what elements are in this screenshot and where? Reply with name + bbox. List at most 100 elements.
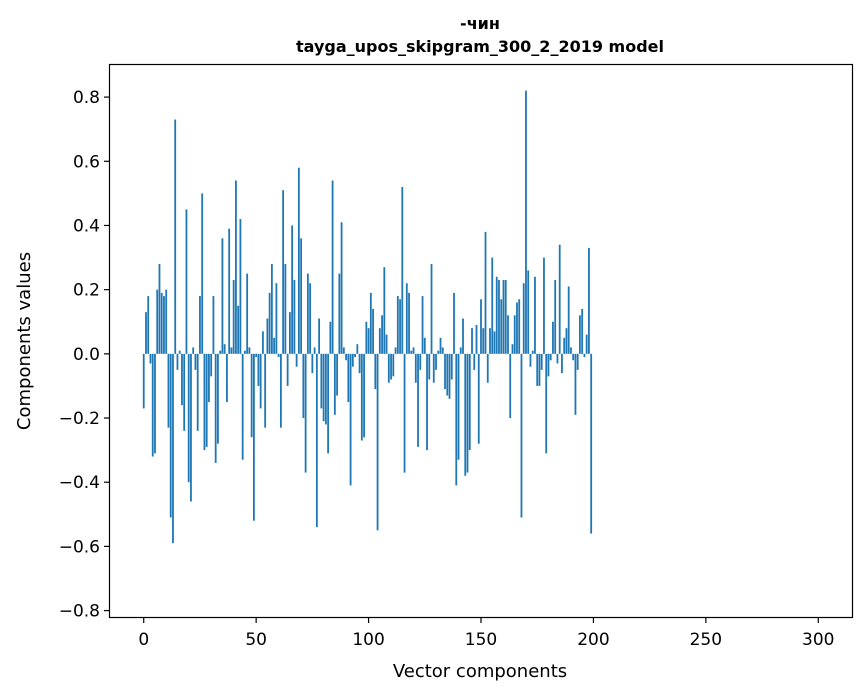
bar bbox=[410, 350, 413, 354]
bar bbox=[160, 292, 163, 354]
bar bbox=[309, 283, 312, 354]
bar bbox=[430, 263, 433, 354]
bar bbox=[183, 353, 186, 431]
bar bbox=[387, 353, 390, 383]
bar bbox=[504, 280, 507, 354]
bar bbox=[214, 353, 217, 463]
y-tick-label: −0.8 bbox=[59, 602, 100, 622]
bar bbox=[502, 280, 505, 354]
bar bbox=[572, 353, 575, 361]
bar bbox=[459, 347, 462, 354]
bar bbox=[507, 315, 509, 354]
bar bbox=[385, 334, 388, 354]
x-tick-label: 50 bbox=[245, 630, 267, 650]
bar bbox=[331, 180, 334, 354]
bar bbox=[273, 337, 276, 354]
bar bbox=[509, 353, 512, 419]
bar bbox=[369, 292, 372, 354]
bar bbox=[257, 353, 260, 386]
bar bbox=[266, 318, 269, 354]
bar bbox=[426, 353, 428, 451]
bar bbox=[284, 263, 287, 354]
bar bbox=[498, 280, 500, 354]
bar bbox=[437, 350, 440, 354]
bar bbox=[525, 90, 527, 354]
bar bbox=[432, 353, 435, 383]
bar bbox=[232, 280, 235, 354]
bar bbox=[513, 315, 516, 354]
bar bbox=[336, 353, 338, 396]
bar bbox=[444, 353, 446, 390]
bar bbox=[394, 347, 397, 354]
bar bbox=[491, 257, 494, 354]
bar bbox=[421, 296, 424, 354]
y-tick-label: 0.4 bbox=[73, 216, 100, 236]
bar bbox=[543, 257, 545, 354]
bar bbox=[441, 347, 444, 354]
bar bbox=[464, 353, 467, 476]
bar bbox=[486, 353, 489, 383]
bar bbox=[147, 296, 150, 354]
bar bbox=[315, 353, 318, 528]
bar bbox=[185, 209, 188, 354]
x-tick-label: 0 bbox=[138, 630, 149, 650]
bar bbox=[468, 353, 471, 451]
bar bbox=[579, 315, 581, 354]
bar bbox=[286, 353, 289, 386]
bar bbox=[203, 353, 206, 451]
bar bbox=[311, 353, 314, 374]
bar bbox=[158, 263, 161, 354]
y-tick-label: 0.6 bbox=[73, 152, 100, 172]
bar bbox=[169, 353, 172, 518]
bar bbox=[270, 263, 273, 354]
bar bbox=[484, 231, 487, 354]
bar bbox=[329, 321, 332, 354]
bar bbox=[527, 270, 530, 354]
bar bbox=[345, 353, 347, 361]
bar bbox=[306, 273, 309, 354]
bar bbox=[435, 353, 437, 370]
bar bbox=[381, 315, 383, 354]
bar bbox=[313, 347, 316, 354]
bar bbox=[522, 283, 525, 354]
bar bbox=[156, 289, 159, 354]
bar bbox=[423, 337, 426, 354]
bar bbox=[450, 353, 453, 380]
bar bbox=[149, 353, 152, 364]
bar bbox=[181, 353, 183, 406]
y-axis-label: Components values bbox=[14, 252, 35, 430]
bar bbox=[576, 353, 579, 370]
bar bbox=[363, 353, 365, 438]
y-tick-label: 0.2 bbox=[73, 281, 100, 301]
bar bbox=[199, 296, 201, 354]
bar bbox=[342, 347, 345, 354]
bar bbox=[226, 353, 228, 402]
bar bbox=[554, 280, 557, 354]
bar bbox=[333, 353, 336, 415]
bar bbox=[588, 247, 590, 354]
bar bbox=[340, 222, 343, 354]
bar bbox=[176, 353, 179, 370]
bar bbox=[304, 353, 307, 473]
bar bbox=[201, 193, 204, 354]
bar bbox=[268, 292, 271, 354]
bar bbox=[414, 353, 417, 383]
bar bbox=[320, 353, 323, 409]
bar bbox=[372, 308, 374, 354]
bar bbox=[475, 324, 478, 354]
bar bbox=[248, 347, 251, 354]
bar bbox=[581, 308, 584, 354]
chart-subtitle: tayga_upos_skipgram_300_2_2019 model bbox=[296, 37, 664, 56]
bar bbox=[408, 292, 410, 354]
bar bbox=[221, 238, 224, 354]
bar bbox=[165, 289, 168, 354]
y-axis: −0.8 −0.6 −0.4 −0.2 0.0 0.2 0.4 0.6 0.8 bbox=[59, 88, 110, 622]
bar bbox=[239, 219, 242, 354]
bar bbox=[428, 353, 431, 380]
bar bbox=[534, 276, 536, 354]
bar bbox=[462, 318, 464, 354]
bar bbox=[338, 273, 341, 354]
bar bbox=[255, 353, 258, 358]
x-tick-label: 200 bbox=[577, 630, 609, 650]
bar bbox=[466, 353, 469, 473]
